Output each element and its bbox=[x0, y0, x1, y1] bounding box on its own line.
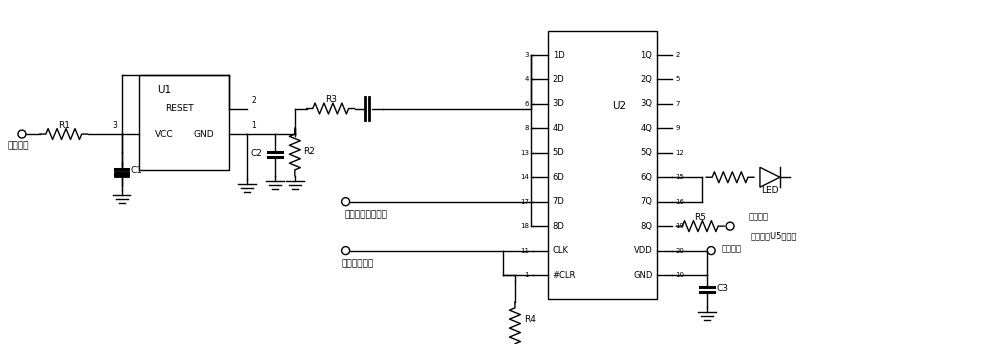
Text: 7D: 7D bbox=[553, 197, 565, 206]
Text: GND: GND bbox=[633, 270, 652, 279]
Text: 待机电源: 待机电源 bbox=[7, 141, 29, 150]
Text: 6Q: 6Q bbox=[640, 173, 652, 182]
Text: 1Q: 1Q bbox=[641, 50, 652, 60]
Text: 4D: 4D bbox=[553, 124, 565, 133]
Text: #CLR: #CLR bbox=[553, 270, 576, 279]
Text: 1D: 1D bbox=[553, 50, 565, 60]
Text: 3: 3 bbox=[113, 121, 118, 130]
Text: 20: 20 bbox=[675, 248, 684, 254]
Text: 6: 6 bbox=[524, 101, 529, 107]
Text: 待机电源: 待机电源 bbox=[749, 213, 769, 222]
Text: RESET: RESET bbox=[165, 104, 194, 113]
Text: 5: 5 bbox=[675, 77, 680, 82]
Text: 13: 13 bbox=[520, 150, 529, 156]
Text: R3: R3 bbox=[325, 95, 337, 104]
Text: 11: 11 bbox=[520, 248, 529, 254]
Text: 17: 17 bbox=[520, 199, 529, 205]
Text: 15: 15 bbox=[675, 174, 684, 180]
Text: 2: 2 bbox=[675, 52, 680, 58]
Text: VCC: VCC bbox=[155, 130, 174, 139]
Text: 3: 3 bbox=[524, 52, 529, 58]
Text: GND: GND bbox=[194, 130, 214, 139]
Text: 10: 10 bbox=[675, 272, 684, 278]
Text: 7: 7 bbox=[675, 101, 680, 107]
Text: 8D: 8D bbox=[553, 221, 565, 231]
Text: 2: 2 bbox=[251, 96, 256, 105]
Text: 12: 12 bbox=[675, 150, 684, 156]
Text: 时钟输出引脚: 时钟输出引脚 bbox=[341, 259, 374, 268]
Text: C2: C2 bbox=[250, 149, 262, 158]
Text: U2: U2 bbox=[612, 101, 626, 111]
Text: 6D: 6D bbox=[553, 173, 565, 182]
Text: 5Q: 5Q bbox=[641, 148, 652, 157]
Text: 5D: 5D bbox=[553, 148, 565, 157]
Text: 4: 4 bbox=[525, 77, 529, 82]
Text: 8Q: 8Q bbox=[640, 221, 652, 231]
Text: 或门芯片U5输入端: 或门芯片U5输入端 bbox=[751, 231, 797, 240]
Text: R5: R5 bbox=[694, 213, 706, 222]
Text: 1: 1 bbox=[251, 121, 256, 130]
Text: VDD: VDD bbox=[634, 246, 652, 255]
Text: 3Q: 3Q bbox=[640, 99, 652, 108]
Text: 14: 14 bbox=[520, 174, 529, 180]
Text: 1: 1 bbox=[524, 272, 529, 278]
Text: R2: R2 bbox=[303, 147, 315, 157]
Text: C1: C1 bbox=[130, 166, 142, 175]
Bar bbox=[548, 31, 657, 299]
Text: 18: 18 bbox=[520, 223, 529, 229]
Text: 3D: 3D bbox=[553, 99, 565, 108]
Text: CLK: CLK bbox=[553, 246, 569, 255]
Text: 4Q: 4Q bbox=[641, 124, 652, 133]
Text: 16: 16 bbox=[675, 199, 684, 205]
Text: 19: 19 bbox=[675, 223, 684, 229]
Text: 2D: 2D bbox=[553, 75, 565, 84]
Text: C3: C3 bbox=[716, 285, 728, 294]
Text: 7Q: 7Q bbox=[640, 197, 652, 206]
Text: 9: 9 bbox=[675, 125, 680, 131]
Text: 2Q: 2Q bbox=[641, 75, 652, 84]
Text: R1: R1 bbox=[58, 121, 70, 130]
Text: LED: LED bbox=[761, 186, 779, 195]
Text: 待机电源: 待机电源 bbox=[721, 244, 741, 253]
Text: 断电信号输出引脚: 断电信号输出引脚 bbox=[344, 210, 387, 219]
Text: R4: R4 bbox=[524, 315, 536, 324]
Text: 8: 8 bbox=[524, 125, 529, 131]
Text: U1: U1 bbox=[157, 85, 172, 95]
Bar bbox=[139, 76, 229, 170]
